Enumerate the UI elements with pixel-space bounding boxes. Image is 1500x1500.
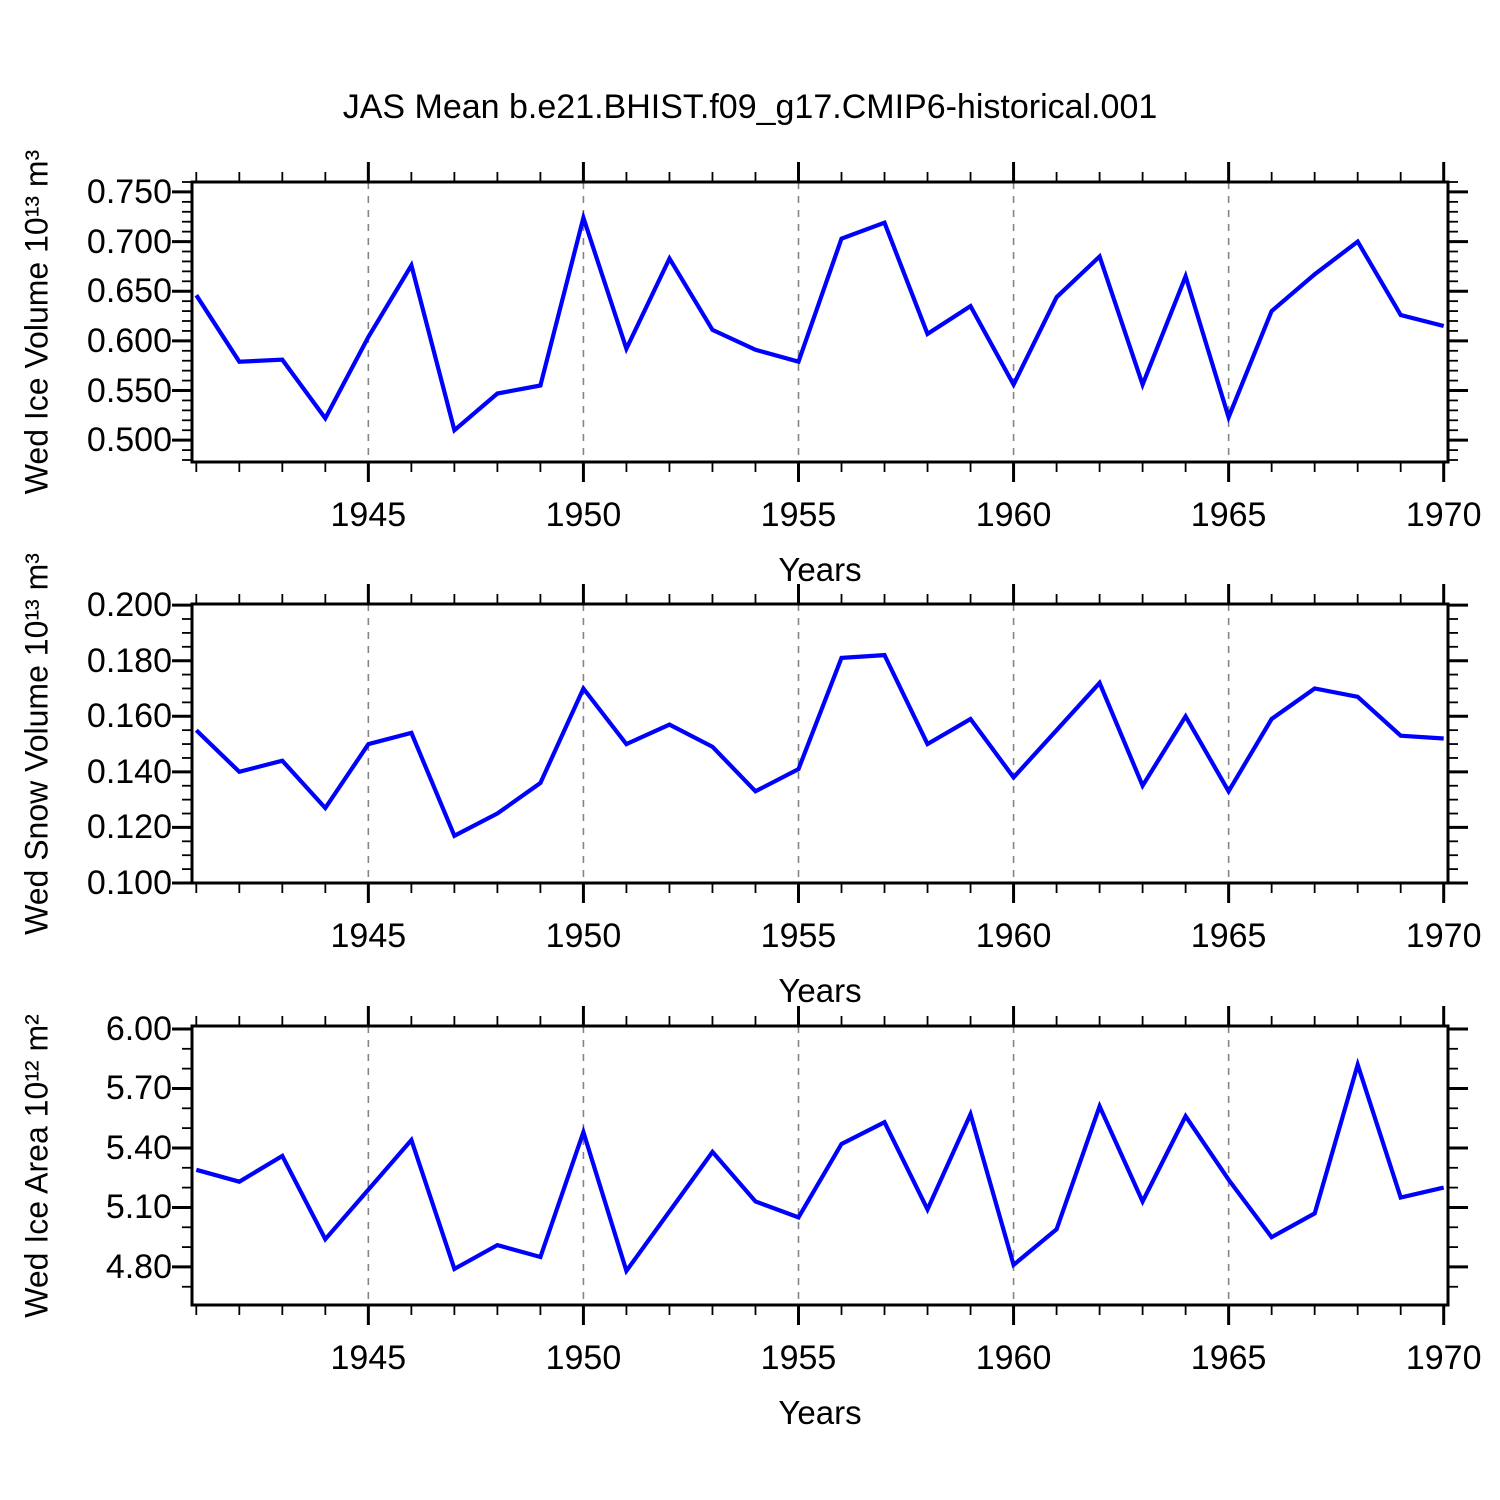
panel1-data-line <box>194 210 1445 434</box>
x-tick-label: 1955 <box>760 1339 837 1377</box>
y-tick-label: 0.200 <box>86 586 172 625</box>
y-tick-label: 0.180 <box>86 641 172 680</box>
chart-title: JAS Mean b.e21.BHIST.f09_g17.CMIP6-histo… <box>342 88 1158 126</box>
y-tick-label: 0.120 <box>86 808 172 847</box>
x-tick-label: 1950 <box>545 496 622 534</box>
x-tick-label: 1950 <box>545 1339 622 1377</box>
x-tick-label: 1945 <box>330 1339 407 1377</box>
panel1-frame <box>190 180 1450 464</box>
x-tick-label: 1960 <box>975 496 1052 534</box>
y-tick-label: 5.70 <box>105 1069 172 1108</box>
y-tick-label: 0.700 <box>86 222 172 261</box>
y-tick-label: 0.500 <box>86 421 172 460</box>
y-tick-label: 0.650 <box>86 272 172 311</box>
y-tick-label: 4.80 <box>105 1247 172 1286</box>
y-tick-label: 0.550 <box>86 371 172 410</box>
x-tick-label: 1955 <box>760 917 837 955</box>
y-tick-label: 5.40 <box>105 1128 172 1167</box>
x-tick-label: 1970 <box>1405 496 1482 534</box>
x-tick-label: 1965 <box>1190 1339 1267 1377</box>
x-tick-label: 1960 <box>975 917 1052 955</box>
x-tick-label: 1945 <box>330 496 407 534</box>
panel3-x-axis-title: Years <box>778 1394 862 1431</box>
panel3-frame <box>190 1024 1450 1307</box>
panel2-data-line <box>194 652 1444 839</box>
x-tick-label: 1955 <box>760 496 837 534</box>
x-tick-label: 1965 <box>1190 496 1267 534</box>
x-tick-label: 1960 <box>975 1339 1052 1377</box>
x-tick-label: 1965 <box>1190 917 1267 955</box>
x-tick-label: 1950 <box>545 917 622 955</box>
panel3-data-line <box>195 1057 1445 1276</box>
panel2-x-axis-title: Years <box>778 972 862 1009</box>
y-tick-label: 0.600 <box>86 321 172 360</box>
y-tick-label: 0.140 <box>86 752 172 791</box>
x-tick-label: 1970 <box>1405 1339 1482 1377</box>
y-tick-label: 6.00 <box>105 1009 172 1048</box>
panel2-frame <box>190 602 1450 885</box>
y-tick-label: 0.750 <box>86 172 172 211</box>
panel1-x-axis-title: Years <box>778 551 862 588</box>
x-tick-label: 1945 <box>330 917 407 955</box>
y-tick-label: 0.160 <box>86 697 172 736</box>
y-tick-label: 5.10 <box>105 1188 172 1227</box>
x-tick-label: 1970 <box>1405 917 1482 955</box>
y-tick-label: 0.100 <box>86 864 172 902</box>
